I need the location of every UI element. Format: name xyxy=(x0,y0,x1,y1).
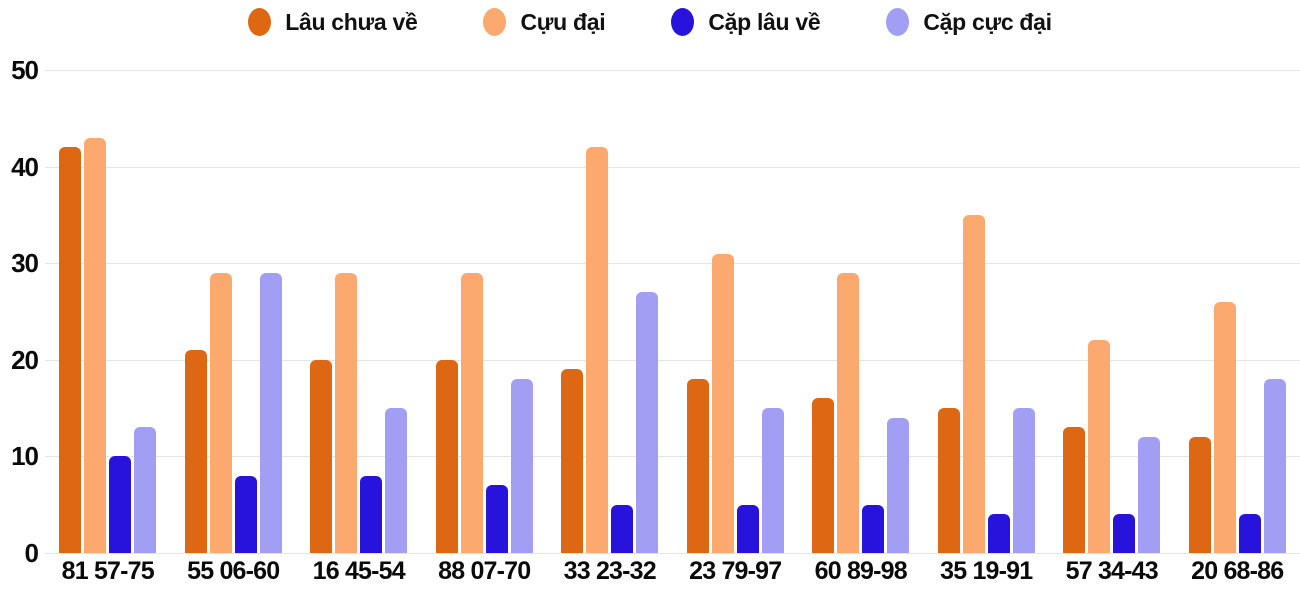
bar xyxy=(812,398,835,553)
legend-item-3: Cặp cực đại xyxy=(886,8,1052,36)
bar xyxy=(84,137,107,553)
legend-label: Cựu đại xyxy=(520,8,606,35)
legend-item-2: Cặp lâu về xyxy=(671,8,821,36)
x-tick-label: 16 45-54 xyxy=(312,557,406,585)
gridline xyxy=(45,359,1300,361)
bar xyxy=(711,253,734,553)
x-tick-label: 23 79-97 xyxy=(689,557,782,585)
bar-group-6 xyxy=(812,70,910,553)
plot-area xyxy=(45,70,1300,553)
bar xyxy=(1063,427,1086,553)
bar-group-2 xyxy=(310,70,408,553)
y-tick-label: 30 xyxy=(11,248,39,279)
bar xyxy=(134,427,157,553)
bar xyxy=(686,379,709,553)
x-tick-label: 33 23-32 xyxy=(563,557,657,585)
bar xyxy=(59,147,82,553)
bar xyxy=(510,379,533,553)
bar xyxy=(435,359,458,553)
bar xyxy=(460,272,483,553)
bar xyxy=(335,272,358,553)
gridline xyxy=(45,70,1300,71)
bar xyxy=(1088,340,1111,553)
bar xyxy=(209,272,232,553)
bar xyxy=(1113,514,1136,553)
x-tick-label: 60 89-98 xyxy=(814,557,908,585)
bar-group-4 xyxy=(561,70,659,553)
bar xyxy=(1213,301,1236,553)
gridline xyxy=(45,263,1300,265)
y-tick-label: 0 xyxy=(24,538,39,568)
bar xyxy=(1012,408,1035,553)
x-tick-label: 20 68-86 xyxy=(1191,557,1284,585)
x-tick-label: 88 07-70 xyxy=(438,557,531,585)
legend-marker-icon xyxy=(483,8,507,36)
x-axis: 81 57-75 55 06-60 16 45-54 88 07-70 33 23-32… xyxy=(45,557,1300,586)
bar xyxy=(761,408,784,553)
legend-label: Lâu chưa về xyxy=(285,8,418,35)
bar-group-5 xyxy=(686,70,784,553)
bar xyxy=(1263,379,1286,553)
x-tick-label: 81 57-75 xyxy=(61,557,155,585)
bar xyxy=(485,485,508,553)
y-tick-label: 50 xyxy=(11,55,39,85)
bar-group-7 xyxy=(937,70,1035,553)
bar xyxy=(862,504,885,553)
bar xyxy=(109,456,132,553)
bar-group-9 xyxy=(1188,70,1286,553)
y-tick-label: 10 xyxy=(11,441,39,472)
chart-legend: Lâu chưa về Cựu đại Cặp lâu về Cặp cực đại xyxy=(0,6,1300,38)
gridline xyxy=(45,456,1300,458)
legend-label: Cặp cực đại xyxy=(923,8,1052,35)
bar xyxy=(1238,514,1261,553)
bar xyxy=(1188,437,1211,553)
bar xyxy=(259,272,282,553)
bar-group-0 xyxy=(59,70,157,553)
bar xyxy=(360,475,383,553)
legend-item-1: Cựu đại xyxy=(483,8,606,36)
x-tick-label: 35 19-91 xyxy=(940,557,1033,585)
bar xyxy=(611,504,634,553)
bar xyxy=(837,272,860,553)
bar xyxy=(310,359,333,553)
gridline xyxy=(45,166,1300,168)
bar xyxy=(937,408,960,553)
legend-label: Cặp lâu về xyxy=(708,8,821,35)
bar xyxy=(561,369,584,553)
bar xyxy=(586,147,609,553)
bar xyxy=(987,514,1010,553)
bar xyxy=(234,475,257,553)
bar-group-3 xyxy=(435,70,533,553)
legend-item-0: Lâu chưa về xyxy=(248,8,418,36)
bar xyxy=(636,292,659,553)
legend-marker-icon xyxy=(248,8,272,36)
bar xyxy=(962,214,985,553)
legend-marker-icon xyxy=(886,8,910,36)
y-tick-label: 40 xyxy=(11,151,39,182)
bar-group-1 xyxy=(184,70,282,553)
y-tick-label: 20 xyxy=(11,344,39,375)
x-tick-label: 55 06-60 xyxy=(187,557,280,585)
bar xyxy=(887,417,910,553)
bar xyxy=(736,504,759,553)
bar-group-8 xyxy=(1063,70,1161,553)
bar xyxy=(184,350,207,553)
x-tick-label: 57 34-43 xyxy=(1065,557,1159,585)
bar xyxy=(1138,437,1161,553)
gridline xyxy=(45,553,1300,554)
legend-marker-icon xyxy=(671,8,695,36)
bar xyxy=(385,408,408,553)
